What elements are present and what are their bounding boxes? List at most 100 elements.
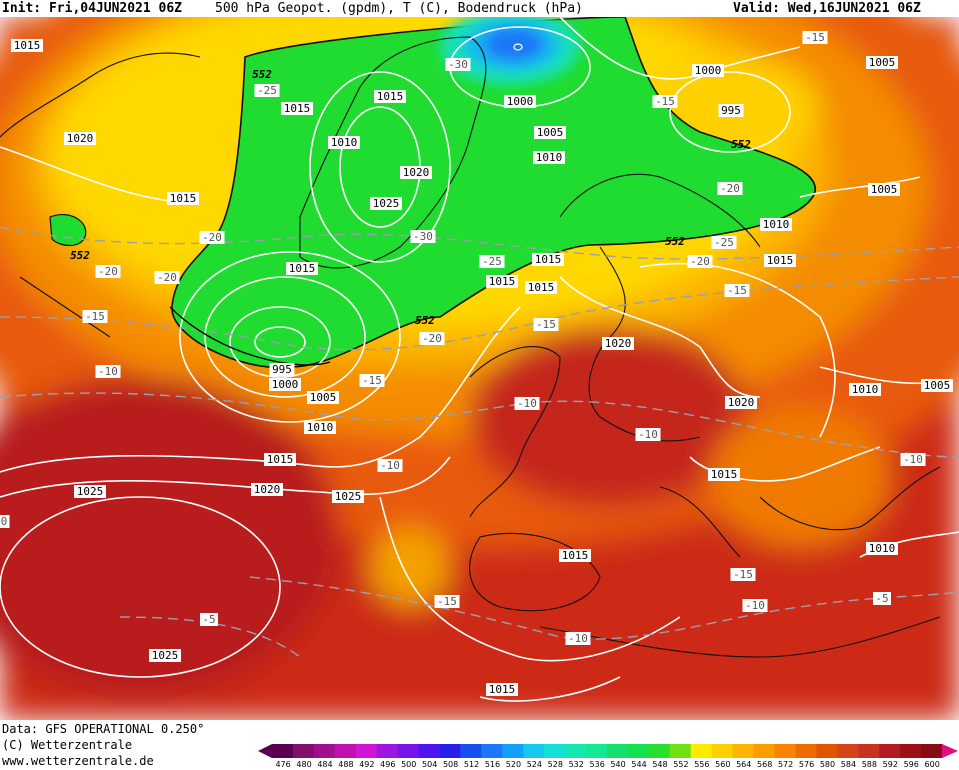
map-canvas: 1015 1020 1015 1015 1015 1010 1020 1025 1015 995 1…	[0, 17, 959, 720]
temp-label: -10	[565, 632, 591, 645]
temp-label-text: -10	[568, 632, 588, 645]
height-label-text: 552	[665, 235, 685, 248]
pressure-label: 1010	[328, 136, 360, 149]
height-label-text: 552	[252, 68, 272, 81]
pressure-label-text: 1000	[695, 64, 722, 77]
pressure-label-text: 1010	[852, 383, 879, 396]
colorbar-tick-label: 572	[777, 760, 794, 769]
colorbar-max-arrow	[942, 744, 958, 758]
colorbar-swatch	[292, 744, 315, 758]
pressure-label: 1025	[74, 485, 106, 498]
pressure-label: 1010	[866, 542, 898, 555]
pressure-label-text: 1025	[335, 490, 362, 503]
pressure-label-text: 1015	[535, 253, 562, 266]
pressure-label: 1020	[602, 337, 634, 350]
temp-label: -10	[900, 453, 926, 466]
pressure-label-text: 1020	[728, 396, 755, 409]
colorbar-swatch	[544, 744, 566, 758]
colorbar-tick-label: 596	[903, 760, 919, 769]
temp-label: -15	[724, 284, 750, 297]
colorbar-tick-label: 580	[819, 760, 836, 769]
colorbar-tick-label: 600	[924, 760, 940, 769]
colorbar-swatch	[753, 744, 775, 758]
colorbar-swatch	[732, 744, 755, 758]
temp-label: -10	[635, 428, 661, 441]
colorbar	[258, 744, 958, 758]
pressure-label: 1015	[764, 254, 796, 267]
temp-label: -15	[802, 31, 828, 44]
height-label: 552	[252, 68, 272, 81]
pressure-label: 1010	[304, 421, 336, 434]
temp-label-text: -15	[362, 374, 382, 387]
temp-label: -15	[82, 310, 108, 323]
temp-label: -10	[742, 599, 768, 612]
temp-label-text: -25	[257, 84, 277, 97]
map-header: Init: Fri,04JUN2021 06Z 500 hPa Geopot. …	[0, 0, 959, 17]
pressure-label-text: 1020	[254, 483, 281, 496]
pressure-label: 1025	[370, 197, 402, 210]
colorbar-swatch	[418, 744, 440, 758]
pressure-label-text: 1015	[767, 254, 794, 267]
colorbar-tick-label: 556	[694, 760, 710, 769]
colorbar-tick-label: 508	[442, 760, 459, 769]
pressure-label-text: 1010	[536, 151, 563, 164]
temp-label-text: -15	[733, 568, 753, 581]
pressure-label: 1020	[251, 483, 283, 496]
pressure-label-text: 1015	[562, 549, 589, 562]
temp-label: -30	[410, 230, 436, 243]
pressure-label-text: 1015	[284, 102, 311, 115]
temp-label: -10	[514, 397, 540, 410]
website: www.wetterzentrale.de	[2, 754, 154, 768]
temp-label-text: -10	[380, 459, 400, 472]
pressure-label-text: 1015	[377, 90, 404, 103]
colorbar-swatch	[355, 744, 378, 758]
temp-label-text: -10	[517, 397, 537, 410]
temp-label: -15	[730, 568, 756, 581]
pressure-label-text: 1015	[711, 468, 738, 481]
colorbar-swatch	[648, 744, 671, 758]
colorbar-tick-label: 568	[757, 760, 773, 769]
temp-label-text: -10	[98, 365, 118, 378]
temp-label-text: -5	[875, 592, 888, 605]
height-label: 552	[731, 138, 751, 151]
colorbar-tick-label: 540	[610, 760, 626, 769]
pressure-label-text: 995	[721, 104, 741, 117]
pressure-label: 1005	[534, 126, 566, 139]
temp-label: -25	[711, 236, 737, 249]
colorbar-tick-label: 484	[317, 760, 333, 769]
temp-label-text: -30	[448, 58, 468, 71]
height-label: 552	[70, 249, 90, 262]
colorbar-swatch	[272, 744, 294, 758]
colorbar-swatch	[376, 744, 399, 758]
colorbar-tick-label: 512	[463, 760, 480, 769]
temp-label-text: -15	[536, 318, 556, 331]
colorbar-tick-label: 516	[484, 760, 501, 769]
temp-label-text: -20	[98, 265, 118, 278]
pressure-label-text: 1015	[528, 281, 555, 294]
colorbar-tick-label: 476	[275, 760, 291, 769]
colorbar-swatch	[627, 744, 650, 758]
temp-label: -20	[419, 332, 445, 345]
pressure-label: 1020	[725, 396, 757, 409]
pressure-label-text: 1020	[67, 132, 94, 145]
colorbar-swatch	[690, 744, 713, 758]
pressure-label-text: 1015	[267, 453, 294, 466]
temp-label: -10	[95, 365, 121, 378]
colorbar-swatch	[858, 744, 880, 758]
pressure-label: 1000	[269, 378, 301, 391]
temp-label: -10	[377, 459, 403, 472]
temp-label: -25	[254, 84, 280, 97]
pressure-label-text: 1005	[869, 56, 896, 69]
colorbar-tick-label: 588	[861, 760, 877, 769]
colorbar-swatch	[334, 744, 357, 758]
colorbar-swatch	[900, 744, 922, 758]
pressure-label: 1015	[281, 102, 313, 115]
colorbar-swatch	[481, 744, 503, 758]
pressure-label: 1010	[849, 383, 881, 396]
pressure-label-text: 1015	[289, 262, 316, 275]
temp-label: -20	[717, 182, 743, 195]
colorbar-tick-label: 528	[547, 760, 563, 769]
pressure-label-text: 1010	[331, 136, 358, 149]
data-source: Data: GFS OPERATIONAL 0.250°	[2, 722, 205, 736]
pressure-label-text: 1025	[77, 485, 104, 498]
